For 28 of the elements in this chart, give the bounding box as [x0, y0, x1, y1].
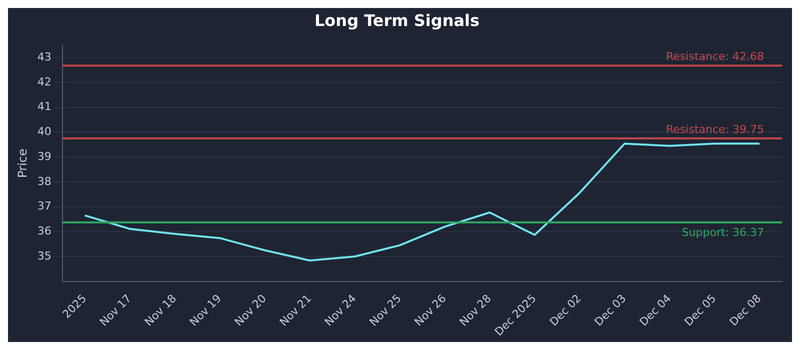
y-tick-label: 42	[37, 75, 52, 88]
y-tick-label: 43	[37, 50, 52, 64]
x-tick-label: Dec 02	[547, 292, 584, 329]
ref-line-label: Resistance: 39.75	[666, 122, 764, 136]
chart-title: Long Term Signals	[314, 10, 480, 30]
y-tick-label: 36	[37, 224, 52, 238]
y-tick-label: 35	[37, 249, 52, 262]
y-tick-label: 39	[37, 150, 52, 163]
x-tick-label: Nov 21	[277, 292, 314, 329]
x-tick-label: Dec 05	[682, 292, 719, 329]
x-tick-label: Nov 20	[232, 292, 269, 329]
y-tick-label: 40	[37, 125, 52, 138]
x-tick-label: Dec 03	[592, 292, 629, 329]
ref-line-label: Support: 36.37	[682, 226, 764, 239]
ref-line-label: Resistance: 42.68	[666, 50, 764, 63]
x-tick-label: Dec 08	[727, 292, 764, 329]
y-tick-label: 41	[37, 100, 52, 114]
x-tick-label: Nov 26	[412, 292, 449, 329]
x-tick-label: Nov 24	[322, 292, 359, 329]
x-tick-label: Nov 18	[142, 292, 179, 329]
x-tick-label: Dec 04	[637, 292, 674, 329]
y-tick-label: 38	[37, 174, 52, 188]
y-tick-label: 37	[37, 200, 52, 213]
x-tick-label: Nov 28	[457, 292, 494, 329]
x-tick-label: Nov 17	[97, 292, 134, 329]
x-tick-label: Nov 19	[187, 292, 224, 329]
y-axis-title: Price	[15, 148, 30, 178]
x-tick-label: Nov 25	[367, 292, 404, 329]
